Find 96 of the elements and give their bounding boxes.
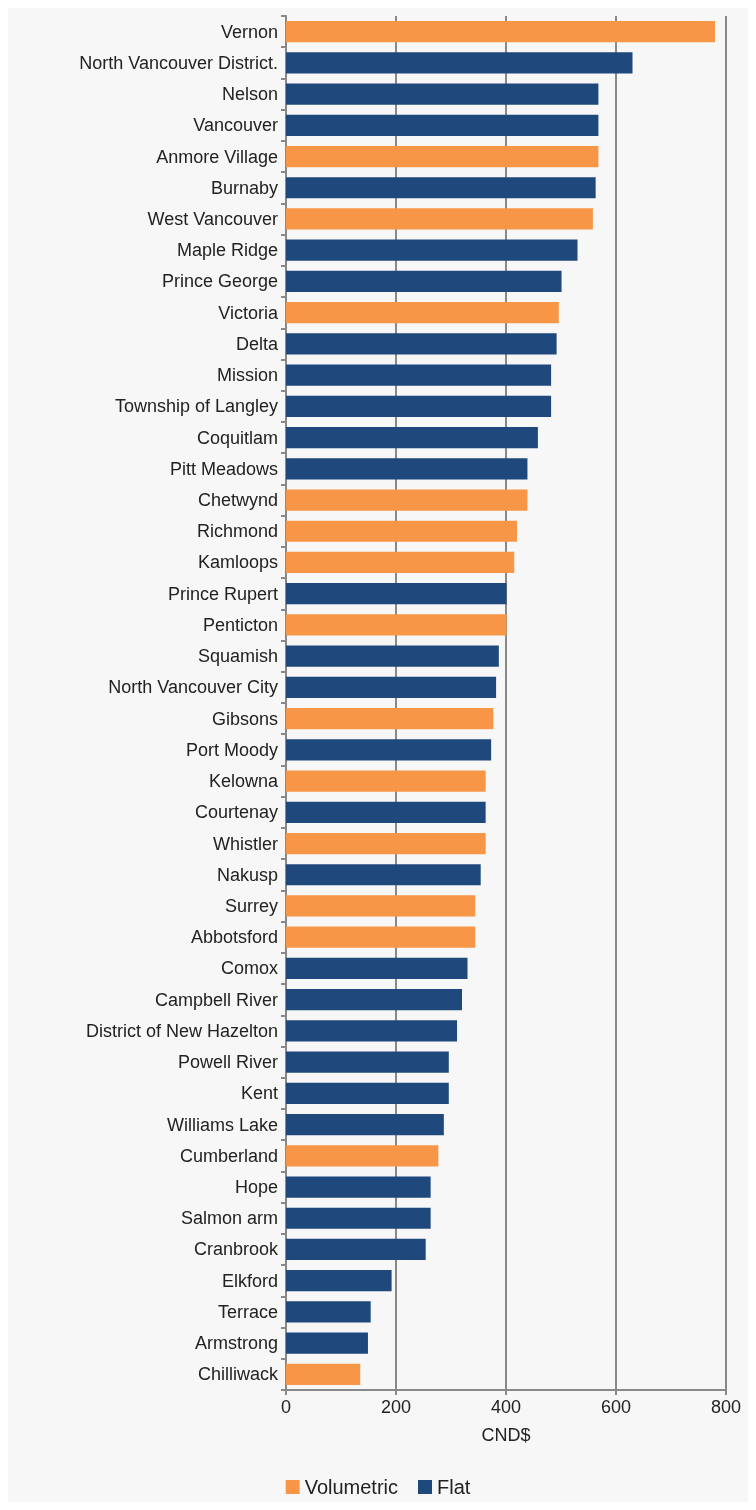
y-tick-label: Courtenay <box>194 802 278 823</box>
bar <box>286 614 507 636</box>
bar <box>286 1145 439 1167</box>
bar <box>286 489 528 511</box>
x-tick-label: 0 <box>280 1397 292 1417</box>
x-axis-title: CND$ <box>481 1425 531 1445</box>
y-tick-label: Salmon arm <box>180 1208 278 1229</box>
y-tick-label: Surrey <box>224 895 278 916</box>
bar <box>286 832 486 855</box>
y-tick-label: Vancouver <box>193 115 278 136</box>
x-tick-label: 400 <box>490 1397 522 1417</box>
y-tick-label: Comox <box>220 958 278 979</box>
bar <box>286 583 507 605</box>
bar <box>286 1082 449 1104</box>
bar <box>286 1363 361 1385</box>
y-tick-label: Prince Rupert <box>167 583 278 604</box>
bar <box>286 1020 458 1042</box>
bar <box>286 645 499 667</box>
y-tick-label: Township of Langley <box>114 396 278 417</box>
y-tick-label: Cranbrook <box>193 1239 279 1260</box>
y-tick-label: Hope <box>234 1177 278 1198</box>
bar <box>286 1332 368 1354</box>
y-tick-label: Abbotsford <box>190 927 278 948</box>
bar <box>286 926 476 948</box>
y-tick-label: Armstrong <box>194 1333 278 1354</box>
y-tick-label: Richmond <box>196 521 278 542</box>
y-tick-label: North Vancouver District. <box>79 52 278 73</box>
bar <box>286 208 593 230</box>
bar <box>286 739 492 761</box>
bar <box>286 1051 449 1073</box>
y-tick-label: Penticton <box>202 614 278 635</box>
bar <box>286 989 462 1011</box>
y-tick-label: Gibsons <box>211 708 278 729</box>
bar <box>286 1270 392 1292</box>
bar <box>286 551 515 574</box>
bar <box>286 333 557 355</box>
bar <box>286 145 599 168</box>
bar <box>286 177 596 199</box>
y-tick-label: Coquitlam <box>196 427 278 448</box>
y-tick-label: Squamish <box>197 646 278 667</box>
y-tick-label: Anmore Village <box>156 146 278 167</box>
bar <box>286 395 552 417</box>
bar <box>286 114 599 136</box>
x-tick-label: 600 <box>600 1397 632 1417</box>
y-tick-label: Cumberland <box>179 1145 278 1166</box>
bar <box>286 1113 444 1136</box>
legend-label: Flat <box>437 1476 471 1498</box>
bar <box>286 302 559 324</box>
y-tick-label: Burnaby <box>210 177 278 198</box>
bar <box>286 520 517 542</box>
y-tick-label: Terrace <box>217 1301 278 1322</box>
y-tick-label: Whistler <box>212 833 278 854</box>
y-tick-label: Chetwynd <box>197 490 278 511</box>
bar <box>286 426 538 449</box>
y-tick-label: Chilliwack <box>197 1364 279 1385</box>
y-tick-label: West Vancouver <box>147 208 278 229</box>
y-tick-label: Powell River <box>177 1052 278 1073</box>
x-tick-label: 200 <box>380 1397 412 1417</box>
y-tick-label: Kent <box>240 1083 278 1104</box>
bar <box>286 52 633 74</box>
y-tick-label: Mission <box>216 365 278 386</box>
y-tick-label: Prince George <box>161 271 278 292</box>
y-tick-label: District of New Hazelton <box>85 1020 278 1041</box>
bar <box>286 1238 426 1261</box>
y-tick-label: Maple Ridge <box>176 240 278 261</box>
bar <box>286 1207 431 1229</box>
y-tick-label: Port Moody <box>185 739 278 760</box>
bar <box>286 864 481 886</box>
y-tick-label: Pitt Meadows <box>169 458 278 479</box>
y-tick-label: Campbell River <box>154 989 278 1010</box>
bar <box>286 270 562 293</box>
y-tick-label: Vernon <box>220 21 278 42</box>
bar <box>286 895 476 917</box>
y-tick-label: Kamloops <box>197 552 278 573</box>
bar <box>286 1176 431 1198</box>
y-tick-label: Delta <box>235 333 279 354</box>
y-tick-label: Elkford <box>221 1270 278 1291</box>
y-tick-label: North Vancouver City <box>108 677 278 698</box>
bar <box>286 801 486 823</box>
bar <box>286 83 599 105</box>
y-tick-label: Nelson <box>221 84 278 105</box>
legend-label: Volumetric <box>304 1476 399 1498</box>
bar <box>286 957 468 980</box>
bar <box>286 770 486 792</box>
bar <box>286 239 578 261</box>
bar <box>286 1301 371 1323</box>
y-tick-label: Victoria <box>218 302 279 323</box>
bar <box>286 458 528 480</box>
bar <box>286 708 494 730</box>
bar <box>286 364 552 386</box>
y-tick-label: Nakusp <box>216 864 278 885</box>
bar <box>286 21 715 43</box>
y-tick-label: Williams Lake <box>166 1114 278 1135</box>
bar <box>286 676 497 698</box>
x-tick-label: 800 <box>710 1397 742 1417</box>
y-tick-label: Kelowna <box>208 771 279 792</box>
